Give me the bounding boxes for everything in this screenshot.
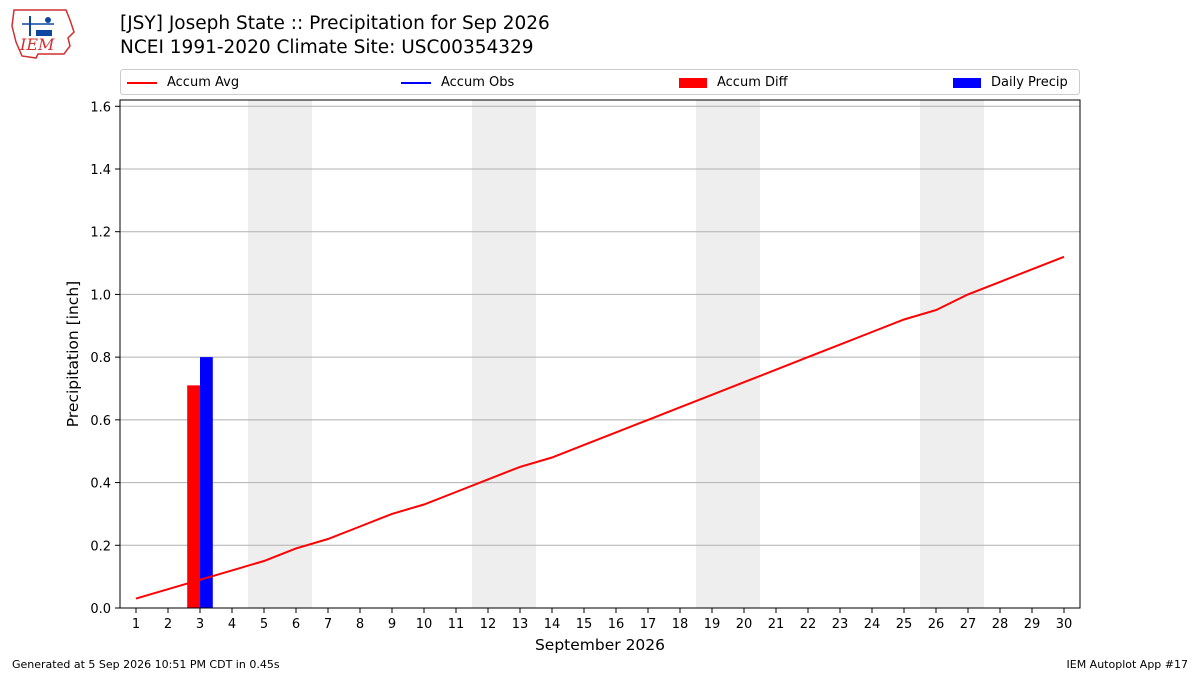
y-tick-label: 1.6 xyxy=(90,100,111,115)
bar-daily-precip xyxy=(200,357,213,608)
legend-swatch-accum-obs xyxy=(401,81,431,84)
x-tick-label: 9 xyxy=(388,617,396,632)
legend-item-accum-diff: Accum Diff xyxy=(679,73,788,93)
x-tick-label: 8 xyxy=(356,617,364,632)
y-tick-label: 0.2 xyxy=(90,539,111,554)
x-tick-label: 28 xyxy=(992,617,1009,632)
legend-label-accum-diff: Accum Diff xyxy=(717,75,788,90)
plot-frame xyxy=(119,99,1081,609)
chart-legend: Accum Avg Accum Obs Accum Diff Daily Pre… xyxy=(120,69,1080,95)
y-tick-label: 0.4 xyxy=(90,477,111,492)
x-tick-label: 2 xyxy=(164,617,172,632)
x-tick-label: 1 xyxy=(132,617,140,632)
y-tick-label: 1.4 xyxy=(90,163,111,178)
legend-label-accum-obs: Accum Obs xyxy=(441,75,515,90)
legend-item-accum-obs: Accum Obs xyxy=(401,73,514,93)
x-axis-label: September 2026 xyxy=(535,636,665,654)
legend-item-daily-precip: Daily Precip xyxy=(953,73,1068,93)
svg-text:IEM: IEM xyxy=(19,35,55,54)
title-line-1: [JSY] Joseph State :: Precipitation for … xyxy=(120,13,550,34)
x-tick-label: 14 xyxy=(544,617,561,632)
x-tick-label: 29 xyxy=(1024,617,1041,632)
y-tick-label: 0.6 xyxy=(90,414,111,429)
bar-accum-diff xyxy=(187,385,200,608)
x-tick-label: 26 xyxy=(928,617,945,632)
footer-app: IEM Autoplot App #17 xyxy=(1066,658,1189,671)
x-tick-label: 12 xyxy=(480,617,497,632)
legend-swatch-accum-avg xyxy=(127,81,157,84)
x-tick-label: 21 xyxy=(768,617,785,632)
title-line-2: NCEI 1991-2020 Climate Site: USC00354329 xyxy=(120,37,534,58)
x-tick-label: 3 xyxy=(196,617,204,632)
footer-generated: Generated at 5 Sep 2026 10:51 PM CDT in … xyxy=(12,658,280,671)
x-tick-label: 10 xyxy=(416,617,433,632)
y-tick-label: 1.2 xyxy=(90,226,111,241)
x-tick-label: 13 xyxy=(512,617,529,632)
legend-swatch-daily-precip xyxy=(953,77,981,88)
legend-item-accum-avg: Accum Avg xyxy=(127,73,239,93)
x-tick-label: 6 xyxy=(292,617,300,632)
weekend-band xyxy=(248,100,312,608)
chart-title: [JSY] Joseph State :: Precipitation for … xyxy=(120,12,550,60)
legend-label-daily-precip: Daily Precip xyxy=(991,75,1068,90)
series-line-accum-avg xyxy=(135,255,1065,600)
x-tick-label: 17 xyxy=(640,617,657,632)
legend-swatch-accum-diff xyxy=(679,77,707,88)
weekend-band xyxy=(472,100,536,608)
x-tick-label: 16 xyxy=(608,617,625,632)
x-tick-label: 23 xyxy=(832,617,849,632)
x-tick-label: 5 xyxy=(260,617,268,632)
x-tick-label: 15 xyxy=(576,617,593,632)
x-tick-label: 27 xyxy=(960,617,977,632)
x-tick-label: 25 xyxy=(896,617,913,632)
y-tick-label: 0.0 xyxy=(90,602,111,617)
y-tick-label: 1.0 xyxy=(90,288,111,303)
weekend-band xyxy=(696,100,760,608)
y-tick-label: 0.8 xyxy=(90,351,111,366)
weekend-band xyxy=(920,100,984,608)
x-tick-label: 20 xyxy=(736,617,753,632)
legend-label-accum-avg: Accum Avg xyxy=(167,75,240,90)
iem-logo: IEM xyxy=(11,9,75,59)
x-tick-label: 11 xyxy=(448,617,465,632)
x-tick-label: 30 xyxy=(1056,617,1073,632)
y-axis-label: Precipitation [inch] xyxy=(64,281,82,427)
x-tick-label: 24 xyxy=(864,617,881,632)
x-tick-label: 19 xyxy=(704,617,721,632)
x-tick-label: 4 xyxy=(228,617,236,632)
x-tick-label: 18 xyxy=(672,617,689,632)
x-tick-label: 22 xyxy=(800,617,817,632)
x-tick-label: 7 xyxy=(324,617,332,632)
